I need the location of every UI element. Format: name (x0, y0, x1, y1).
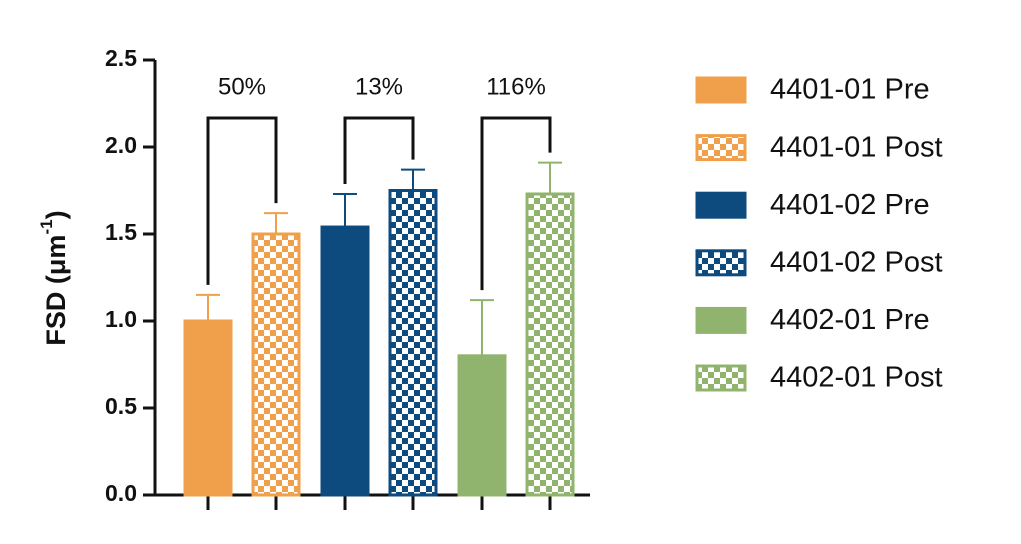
legend-label: 4401-01 Post (770, 131, 943, 163)
y-tick-label: 0.5 (105, 393, 137, 419)
legend-label: 4402-01 Pre (770, 304, 930, 336)
y-axis-label: FSD (μm-1) (37, 210, 71, 345)
annotation: 50% (218, 73, 266, 100)
legend-label: 4401-02 Pre (770, 189, 930, 221)
bracket (480, 116, 552, 291)
legend-swatch (695, 364, 747, 392)
legend-swatch (695, 191, 747, 219)
legend-swatch (695, 249, 747, 277)
bracket (206, 116, 278, 285)
bar (183, 319, 233, 497)
legend-label: 4402-01 Post (770, 362, 943, 394)
y-label-end: ) (41, 210, 71, 219)
annotation: 13% (355, 73, 403, 100)
bar (320, 225, 370, 497)
y-tick-label: 1.0 (105, 306, 137, 332)
y-tick-label: 2.0 (105, 132, 137, 158)
bar (251, 232, 301, 497)
y-tick-label: 0.0 (105, 480, 137, 506)
legend-label: 4401-02 Post (770, 246, 943, 278)
bracket (343, 116, 415, 184)
y-tick-label: 1.5 (105, 219, 137, 245)
y-label-text: FSD (μm (41, 235, 71, 346)
annotation: 116% (486, 73, 546, 100)
bar (388, 189, 438, 497)
legend-label: 4401-01 Pre (770, 74, 930, 106)
legend-swatch (695, 306, 747, 334)
y-label-superscript: -1 (37, 219, 56, 234)
legend-swatch (695, 76, 747, 104)
legend-swatch (695, 134, 747, 162)
bar (525, 192, 575, 497)
y-tick-label: 2.5 (105, 45, 137, 71)
bar (457, 354, 507, 497)
